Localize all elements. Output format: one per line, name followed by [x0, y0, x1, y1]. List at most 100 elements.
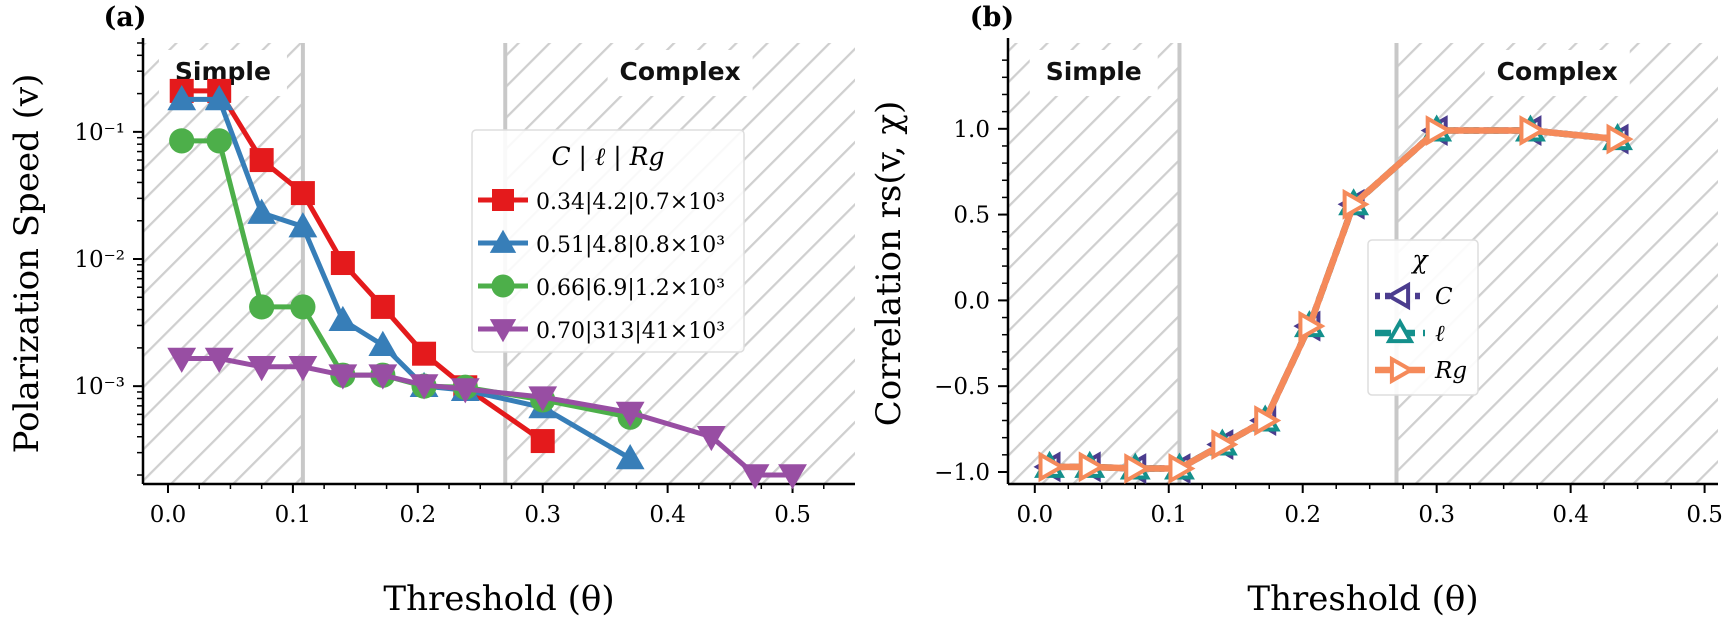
legend-label: ℓ	[1435, 321, 1445, 347]
x-tick-label: 0.5	[774, 502, 811, 528]
data-point	[1425, 115, 1453, 146]
data-point	[204, 85, 234, 111]
y-axis-label: Correlation rs(v, χ)	[869, 101, 909, 427]
legend-frame	[471, 129, 745, 353]
shaded-regions: Simple Complex	[143, 43, 855, 484]
x-tick-label: 0.3	[1418, 502, 1455, 528]
y-tick-label: 10⁻¹	[74, 120, 125, 146]
legend-label: C	[1435, 284, 1453, 310]
data-point	[1211, 429, 1239, 460]
legend-title: χ	[1410, 245, 1429, 274]
data-point	[328, 364, 358, 390]
legend-marker	[489, 229, 517, 253]
x-axis-label: Threshold (θ)	[383, 579, 614, 619]
data-point	[204, 347, 234, 373]
legend-label: Rg	[1434, 358, 1467, 384]
x-tick-label: 0.4	[1552, 502, 1589, 528]
legend-marker	[1385, 318, 1415, 344]
data-point	[615, 401, 645, 427]
data-point	[247, 198, 277, 224]
series-rg	[1038, 115, 1634, 485]
data-point	[169, 128, 195, 154]
data-point	[368, 330, 398, 356]
data-point	[409, 374, 439, 400]
data-point	[328, 305, 358, 332]
legend: χCℓ Rg	[1367, 239, 1479, 396]
series-group	[167, 78, 807, 490]
data-point	[1298, 310, 1326, 342]
x-tick-label: 0.0	[1017, 502, 1054, 528]
series-0-70-313-41-103	[167, 347, 807, 490]
x-tick-label: 0.1	[275, 502, 312, 528]
data-point	[1078, 451, 1106, 483]
legend-frame	[1367, 239, 1479, 396]
region-label-complex: Complex	[1497, 57, 1618, 86]
region-label-bg	[607, 50, 753, 96]
x-tick-label: 0.1	[1150, 502, 1187, 528]
legend-label: 0.51|4.8|0.8×10³	[536, 233, 725, 258]
legend-title: C | ℓ | Rg	[551, 142, 664, 172]
data-point	[247, 355, 277, 382]
data-point	[1519, 115, 1547, 146]
legend-label: 0.66|6.9|1.2×10³	[536, 276, 725, 301]
x-tick-label: 0.5	[1686, 502, 1723, 528]
legend-marker	[492, 189, 514, 211]
data-point	[370, 294, 395, 319]
x-tick-label: 0.2	[400, 502, 437, 528]
data-point	[290, 181, 315, 206]
x-axis-label: Threshold (θ)	[1247, 579, 1478, 619]
legend-marker	[491, 274, 515, 298]
data-point	[696, 425, 726, 452]
y-tick-label: 0.0	[953, 288, 990, 314]
y-tick-label: −0.5	[934, 374, 990, 400]
data-point	[249, 294, 275, 320]
x-tick-label: 0.0	[150, 502, 187, 528]
x-tick-label: 0.4	[649, 502, 686, 528]
legend-label: 0.70|313|41×10³	[536, 319, 725, 344]
legend-marker	[1389, 355, 1415, 385]
data-point	[288, 355, 318, 382]
y-axis-label: Polarization Speed (v)	[7, 74, 47, 454]
data-point	[778, 464, 807, 490]
legend-marker	[1385, 281, 1411, 311]
data-point	[290, 294, 316, 320]
y-tick-label: 1.0	[953, 117, 990, 143]
region-label-complex: Complex	[620, 57, 741, 86]
data-point	[1342, 188, 1370, 220]
region-label-simple: Simple	[1046, 57, 1142, 86]
data-point	[1168, 453, 1196, 485]
data-point	[1606, 123, 1634, 155]
y-tick-label: 10⁻²	[74, 247, 125, 273]
legend: C | ℓ | Rg 0.34|4.2|0.7×10³ 0.51|4.8|0.8×1…	[471, 129, 745, 353]
data-point	[206, 128, 232, 154]
y-tick-label: 10⁻³	[74, 374, 125, 400]
legend-label: 0.34|4.2|0.7×10³	[536, 190, 725, 215]
data-point	[530, 429, 555, 454]
data-point	[740, 464, 770, 490]
data-point	[167, 85, 197, 111]
panel-label: (b)	[970, 2, 1014, 33]
region-simple	[1008, 43, 1180, 484]
data-point	[1254, 405, 1282, 436]
panel-label: (a)	[103, 2, 146, 33]
data-point	[1038, 451, 1066, 483]
data-point	[330, 251, 355, 276]
panel-a: Simple Complex 0.0 0.1 0.2 0.3 0.4 0.5 10⁻³ 10⁻² 1…	[7, 2, 855, 619]
data-point	[412, 341, 437, 366]
data-point	[249, 148, 274, 173]
data-point	[368, 364, 398, 390]
data-point	[1124, 453, 1152, 485]
shaded-regions: Simple Complex	[1008, 43, 1718, 484]
x-tick-label: 0.3	[524, 502, 561, 528]
y-tick-label: −1.0	[934, 460, 990, 486]
data-point	[450, 378, 480, 404]
series-0-51-4-8-0-8-103	[167, 85, 645, 470]
region-label-bg	[1484, 50, 1630, 96]
data-point	[528, 386, 558, 412]
legend-marker	[489, 319, 517, 343]
x-tick-label: 0.2	[1284, 502, 1321, 528]
series-line	[181, 96, 632, 461]
data-point	[615, 444, 645, 470]
region-label-bg	[1029, 50, 1158, 96]
data-point	[167, 347, 197, 373]
